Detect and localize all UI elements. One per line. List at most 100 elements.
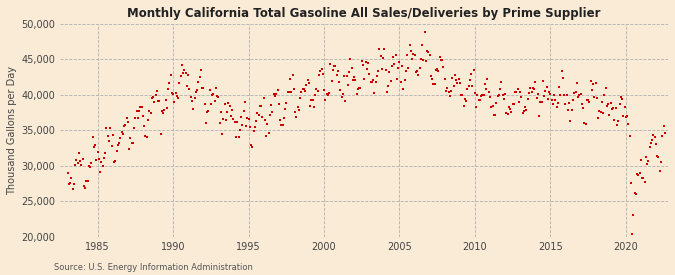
- Point: [141, 135, 152, 139]
- Point: [103, 138, 114, 143]
- Point: [476, 94, 487, 98]
- Point: [396, 79, 406, 84]
- Point: [618, 114, 628, 118]
- Point: [429, 82, 440, 86]
- Point: [389, 62, 400, 66]
- Point: [272, 88, 283, 92]
- Point: [659, 131, 670, 135]
- Point: [173, 96, 184, 100]
- Point: [217, 132, 227, 136]
- Point: [387, 54, 398, 59]
- Point: [486, 104, 497, 109]
- Point: [116, 130, 127, 134]
- Point: [612, 123, 622, 127]
- Point: [276, 123, 287, 127]
- Point: [348, 78, 358, 82]
- Point: [633, 173, 644, 177]
- Point: [483, 90, 494, 94]
- Point: [433, 69, 444, 73]
- Point: [275, 118, 286, 122]
- Point: [168, 92, 179, 96]
- Point: [200, 121, 211, 125]
- Point: [300, 89, 310, 94]
- Point: [572, 95, 583, 99]
- Point: [263, 131, 274, 135]
- Point: [138, 114, 148, 118]
- Point: [63, 182, 74, 186]
- Point: [136, 104, 147, 109]
- Point: [70, 163, 80, 167]
- Point: [86, 161, 97, 166]
- Point: [643, 159, 654, 163]
- Point: [149, 100, 160, 104]
- Point: [177, 63, 188, 67]
- Point: [468, 68, 479, 73]
- Point: [425, 73, 436, 78]
- Point: [190, 90, 201, 95]
- Point: [425, 53, 435, 57]
- Point: [241, 123, 252, 128]
- Point: [308, 105, 319, 109]
- Point: [282, 89, 293, 94]
- Point: [305, 104, 316, 108]
- Point: [421, 59, 431, 63]
- Point: [404, 43, 415, 47]
- Point: [507, 102, 518, 106]
- Point: [290, 110, 300, 114]
- Point: [153, 98, 163, 103]
- Point: [485, 95, 495, 100]
- Point: [482, 77, 493, 81]
- Point: [246, 143, 256, 147]
- Point: [617, 97, 628, 101]
- Point: [620, 114, 631, 119]
- Point: [562, 93, 572, 97]
- Point: [524, 91, 535, 96]
- Point: [463, 84, 474, 88]
- Point: [358, 63, 369, 68]
- Point: [380, 67, 391, 72]
- Point: [537, 79, 548, 83]
- Point: [547, 102, 558, 106]
- Point: [506, 109, 517, 114]
- Point: [450, 73, 460, 77]
- Point: [470, 90, 481, 95]
- Point: [178, 71, 188, 75]
- Point: [90, 143, 101, 147]
- Point: [397, 64, 408, 68]
- Point: [626, 181, 637, 185]
- Point: [148, 95, 159, 99]
- Point: [642, 162, 653, 166]
- Point: [657, 133, 668, 138]
- Point: [607, 107, 618, 111]
- Point: [530, 79, 541, 84]
- Point: [327, 68, 338, 72]
- Point: [193, 80, 204, 84]
- Point: [587, 88, 597, 92]
- Point: [568, 97, 578, 102]
- Point: [167, 91, 178, 95]
- Point: [269, 92, 279, 96]
- Point: [252, 111, 263, 115]
- Point: [91, 157, 102, 162]
- Point: [453, 77, 464, 82]
- Point: [462, 87, 472, 92]
- Point: [493, 93, 504, 97]
- Point: [402, 53, 412, 57]
- Point: [129, 126, 140, 130]
- Point: [381, 90, 392, 94]
- Point: [464, 77, 475, 82]
- Point: [447, 76, 458, 80]
- Point: [205, 102, 216, 106]
- Point: [285, 77, 296, 81]
- Point: [281, 100, 292, 105]
- Point: [174, 81, 185, 85]
- Point: [594, 109, 605, 113]
- Point: [317, 71, 328, 76]
- Point: [110, 159, 121, 164]
- Point: [80, 186, 90, 190]
- Point: [203, 109, 214, 113]
- Point: [84, 164, 95, 168]
- Point: [575, 92, 586, 96]
- Point: [576, 102, 587, 106]
- Point: [384, 69, 395, 74]
